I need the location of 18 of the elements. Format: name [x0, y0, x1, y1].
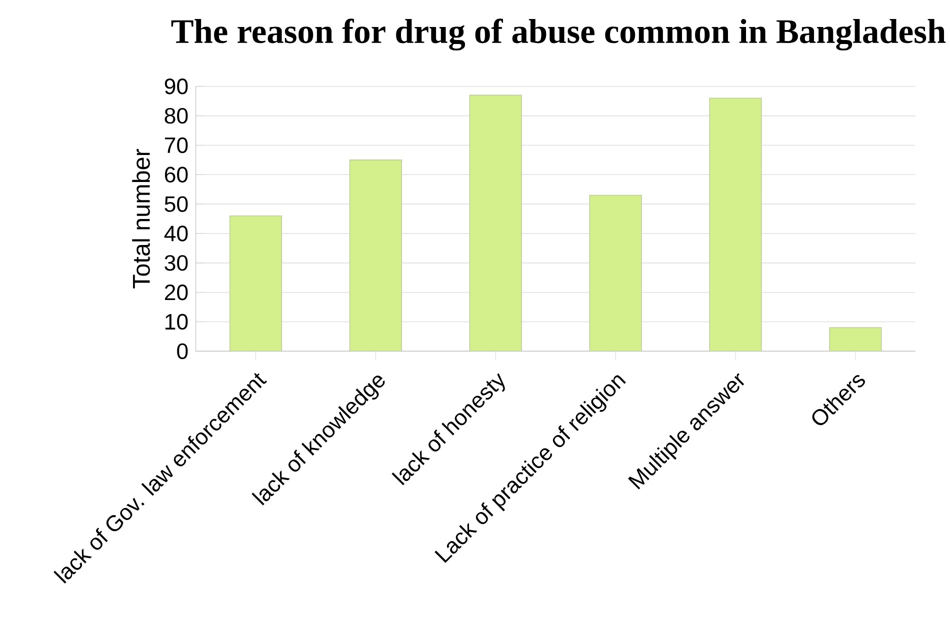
bar	[349, 160, 402, 352]
y-tick-label: 80	[164, 108, 188, 124]
bar	[229, 216, 282, 352]
y-axis-title: Total number	[132, 149, 150, 289]
y-tick-label: 70	[164, 137, 188, 154]
y-tick-label: 90	[164, 78, 188, 94]
y-tick-label: 40	[164, 226, 188, 242]
y-tick-label: 20	[164, 284, 188, 300]
y-tick-label: 0	[177, 343, 188, 360]
y-tick-label: 60	[164, 166, 188, 183]
bar	[829, 327, 882, 352]
bar	[469, 94, 522, 352]
y-tick-label: 50	[164, 196, 188, 212]
y-tick-label: 10	[166, 314, 188, 330]
y-tick-label: 30	[164, 255, 188, 271]
bar	[589, 194, 642, 352]
bar	[709, 98, 762, 352]
chart-title: The reason for drug of abuse common in Bangladesh	[171, 18, 946, 51]
